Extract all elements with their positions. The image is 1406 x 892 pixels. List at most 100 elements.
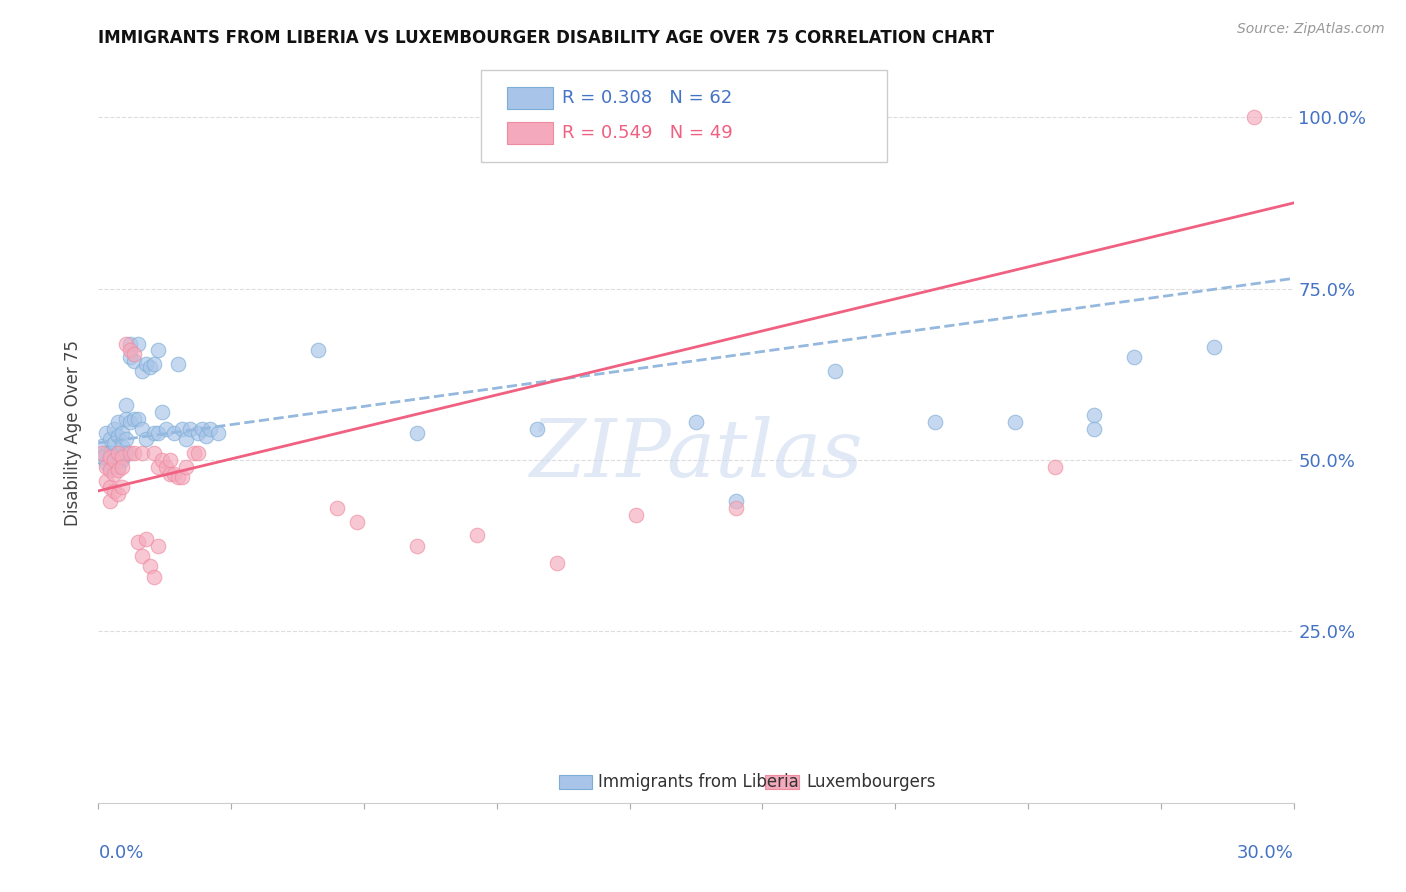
Point [1123,350,1146,364]
Point [1043,459,1066,474]
Point [1004,415,1026,429]
Point [98,459,122,474]
Point [96,459,118,474]
Point [98,446,122,460]
Text: IMMIGRANTS FROM LIBERIA VS LUXEMBOURGER DISABILITY AGE OVER 75 CORRELATION CHART: IMMIGRANTS FROM LIBERIA VS LUXEMBOURGER … [98,29,994,47]
Point [107,446,129,460]
Point [207,425,229,440]
Point [103,453,125,467]
Point [172,470,194,484]
Point [91,439,114,453]
Point [143,357,166,371]
FancyBboxPatch shape [481,70,887,162]
Point [103,467,125,481]
Point [406,425,429,440]
Point [307,343,329,358]
Point [546,556,568,570]
Point [183,446,205,460]
Point [91,446,114,460]
Point [406,539,429,553]
Point [346,515,368,529]
Text: ZIPatlas: ZIPatlas [529,416,863,493]
Point [174,433,197,447]
Point [150,405,173,419]
Point [1083,422,1105,436]
Point [124,347,146,361]
Point [107,463,129,477]
Text: Luxembourgers: Luxembourgers [806,773,935,791]
Point [1083,409,1105,423]
Point [127,412,149,426]
Point [148,343,170,358]
Point [172,422,194,436]
Point [155,422,177,436]
Point [127,535,149,549]
Point [96,457,118,471]
Point [187,446,209,460]
Point [98,463,122,477]
Point [96,474,118,488]
Point [187,425,209,440]
Point [91,450,114,464]
Point [115,398,138,412]
Point [131,422,153,436]
Y-axis label: Disability Age Over 75: Disability Age Over 75 [65,340,83,525]
Point [120,446,142,460]
Point [111,425,134,440]
Point [107,487,129,501]
Point [124,353,146,368]
Point [103,422,125,436]
Point [155,459,177,474]
Point [107,459,129,474]
Point [131,549,153,563]
Point [127,336,149,351]
Point [148,539,170,553]
Point [98,494,122,508]
Point [724,501,747,516]
Point [135,532,157,546]
FancyBboxPatch shape [508,87,553,109]
Point [131,446,153,460]
Point [115,336,138,351]
Point [195,429,218,443]
Point [167,357,190,371]
Point [107,429,129,443]
Point [124,412,146,426]
Point [626,508,648,522]
Point [824,364,846,378]
Point [685,415,707,429]
Text: Source: ZipAtlas.com: Source: ZipAtlas.com [1237,22,1385,37]
Point [163,425,186,440]
Point [120,336,142,351]
Point [98,480,122,494]
Point [124,446,146,460]
Point [135,433,157,447]
Point [724,494,747,508]
Point [115,412,138,426]
Point [111,459,134,474]
Text: R = 0.549   N = 49: R = 0.549 N = 49 [562,124,733,142]
Text: R = 0.308   N = 62: R = 0.308 N = 62 [562,89,733,107]
Point [526,422,548,436]
Text: 0.0%: 0.0% [98,844,143,862]
FancyBboxPatch shape [558,774,592,789]
Point [98,450,122,464]
Point [191,422,214,436]
Point [107,446,129,460]
Point [135,357,157,371]
Point [326,501,349,516]
Point [150,453,173,467]
Text: Immigrants from Liberia: Immigrants from Liberia [598,773,799,791]
Point [98,433,122,447]
Point [159,467,181,481]
Point [143,569,166,583]
Point [115,446,138,460]
Text: 30.0%: 30.0% [1237,844,1294,862]
Point [924,415,946,429]
Point [111,450,134,464]
Point [111,480,134,494]
Point [111,453,134,467]
Point [131,364,153,378]
Point [120,350,142,364]
Point [139,360,162,375]
